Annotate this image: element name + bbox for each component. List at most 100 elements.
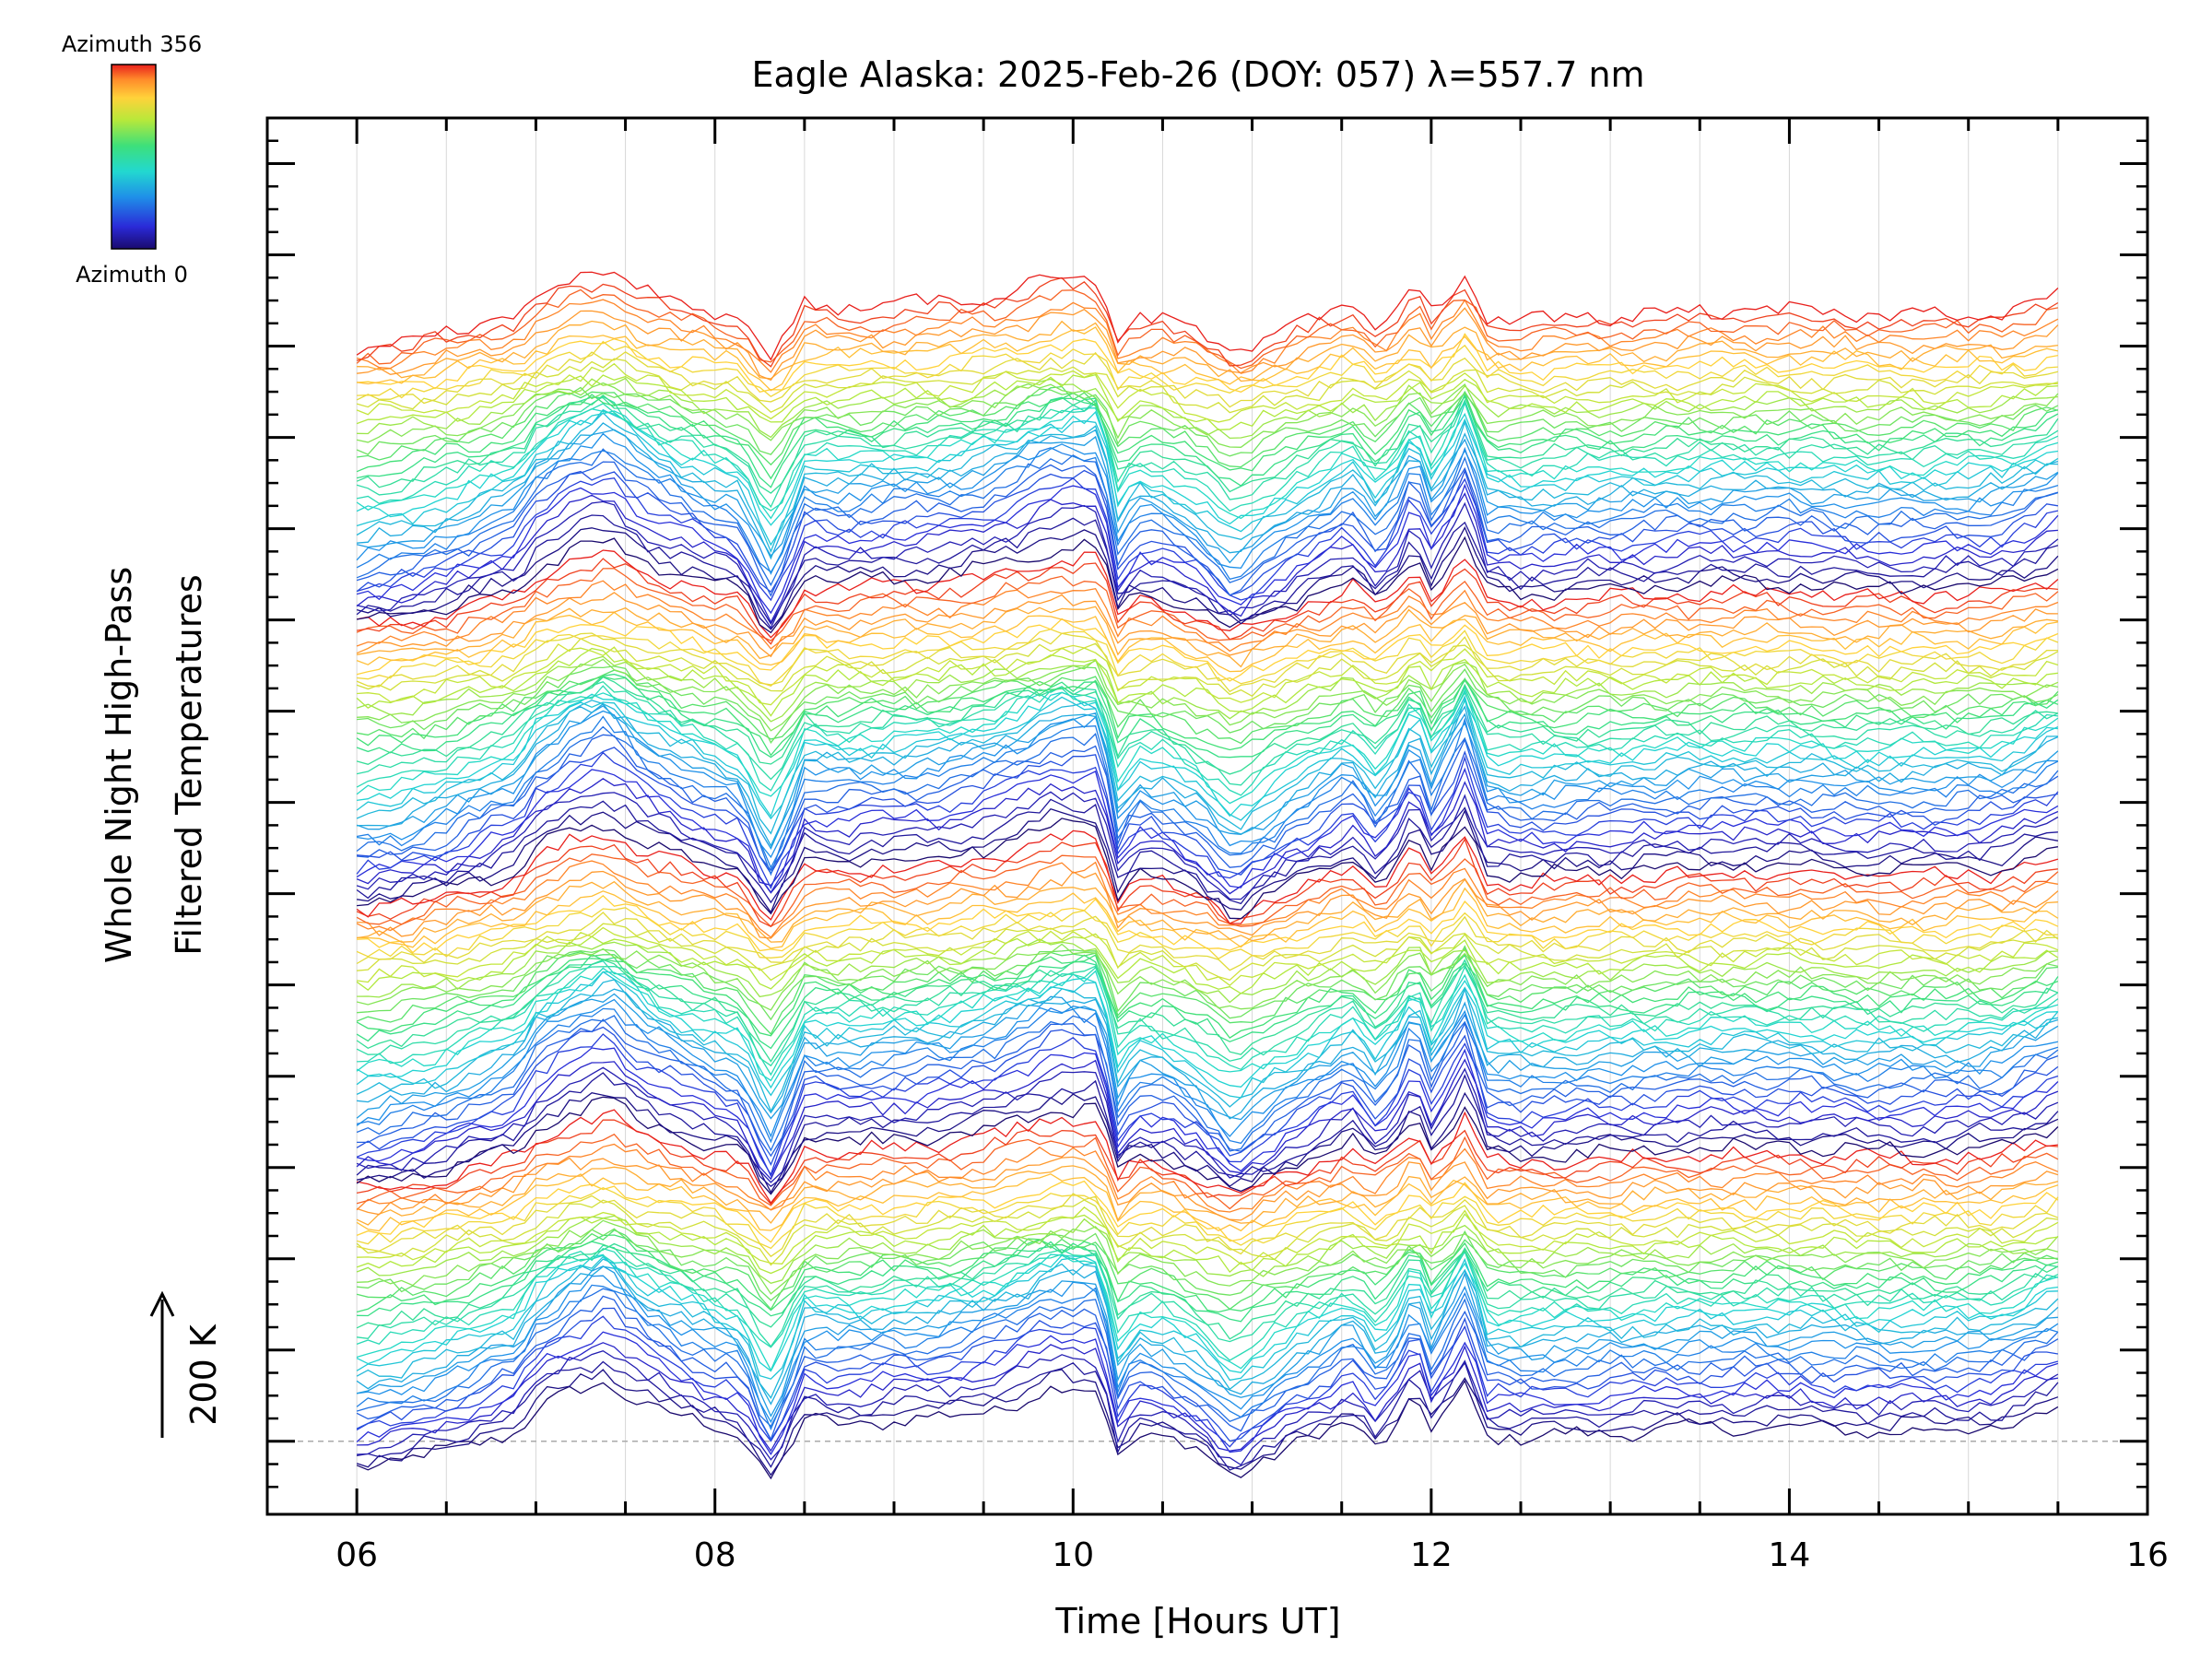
series-line (357, 923, 2058, 982)
series-line (357, 870, 2059, 939)
series-line (357, 307, 2059, 382)
series-line (356, 953, 2059, 1050)
series-line (356, 525, 2059, 630)
series-line (356, 580, 2059, 653)
series-line (357, 1241, 2059, 1323)
series-line (357, 938, 2058, 1004)
series-line (357, 702, 2059, 847)
series-line (356, 1165, 2059, 1226)
series-line (356, 998, 2059, 1138)
series-line (357, 1275, 2059, 1424)
series-line (356, 1331, 2059, 1455)
series-line (356, 943, 2059, 1011)
series-line (356, 767, 2059, 894)
series-line (356, 276, 2059, 368)
series-line (356, 853, 2059, 927)
series-line (356, 1265, 2058, 1418)
series-line (357, 326, 2059, 392)
axes (265, 116, 2149, 1516)
series-line (356, 394, 2059, 488)
x-tick-label: 10 (1052, 1536, 1094, 1574)
series-line (356, 1180, 2059, 1243)
series-line (356, 685, 2058, 796)
series-lines (356, 271, 2059, 1480)
series-line (357, 807, 2059, 914)
series-line (356, 1258, 2059, 1399)
series-line (356, 618, 2059, 682)
series-line (357, 691, 2058, 818)
series-line (356, 947, 2058, 1036)
series-line (356, 705, 2059, 850)
colorbar-bottom-label: Azimuth 0 (76, 262, 188, 288)
series-line (356, 959, 2059, 1063)
series-line (356, 1143, 2059, 1213)
series-line (357, 333, 2059, 394)
series-line (356, 676, 2059, 757)
series-line (356, 912, 2059, 971)
y-axis-label-line2: Filtered Temperatures (169, 574, 209, 955)
series-line (356, 549, 2059, 639)
chart-title: Eagle Alaska: 2025-Feb-26 (DOY: 057) λ=5… (751, 54, 1644, 95)
series-line (356, 393, 2059, 494)
series-line (357, 1342, 2059, 1453)
series-line (357, 1206, 2059, 1265)
series-line (356, 401, 2059, 520)
series-line (356, 500, 2059, 629)
series-line (356, 446, 2059, 581)
series-line (356, 1173, 2059, 1232)
series-line (357, 1228, 2058, 1301)
series-line (356, 778, 2059, 895)
series-line (356, 411, 2058, 554)
colorbar (111, 64, 157, 250)
series-line (356, 299, 2059, 374)
series-line (356, 676, 2058, 775)
series-line (356, 483, 2059, 615)
series-line (356, 400, 2059, 512)
series-line (357, 320, 2058, 382)
series-line (357, 629, 2059, 688)
series-line (356, 647, 2058, 717)
series-line (356, 1247, 2059, 1361)
series-line (357, 665, 2059, 745)
series-line (356, 710, 2058, 859)
series-line (357, 926, 2059, 987)
series-line (356, 1186, 2059, 1250)
series-line (356, 1379, 2059, 1480)
series-line (356, 638, 2059, 698)
series-line (356, 358, 2058, 414)
series-line (356, 558, 2058, 645)
series-line (356, 410, 2058, 526)
series-line (356, 935, 2059, 994)
series-line (356, 1199, 2058, 1266)
series-line (357, 377, 2058, 440)
series-line (356, 680, 2059, 786)
series-line (356, 606, 2058, 668)
series-line (357, 945, 2059, 1021)
series-line (357, 1018, 2059, 1158)
series-line (356, 791, 2059, 900)
series-line (356, 1047, 2059, 1178)
series-line (357, 340, 2058, 399)
series-line (356, 860, 2059, 938)
series-line (357, 658, 2059, 732)
series-line (356, 461, 2059, 597)
series-line (356, 959, 2059, 1067)
series-line (356, 971, 2059, 1099)
series-line (357, 747, 2059, 876)
series-line (356, 1193, 2059, 1258)
series-line (356, 751, 2059, 889)
series-line (356, 392, 2059, 480)
series-line (356, 1213, 2058, 1275)
series-line (356, 1360, 2059, 1471)
series-line (356, 1265, 2059, 1406)
series-line (357, 385, 2059, 468)
series-line (356, 830, 2059, 924)
series-line (357, 887, 2059, 949)
series-line (356, 535, 2059, 634)
series-line (356, 632, 2058, 693)
x-tick-label: 06 (335, 1536, 378, 1574)
series-line (356, 669, 2059, 745)
series-line (356, 1250, 2059, 1372)
series-line (357, 1349, 2059, 1466)
